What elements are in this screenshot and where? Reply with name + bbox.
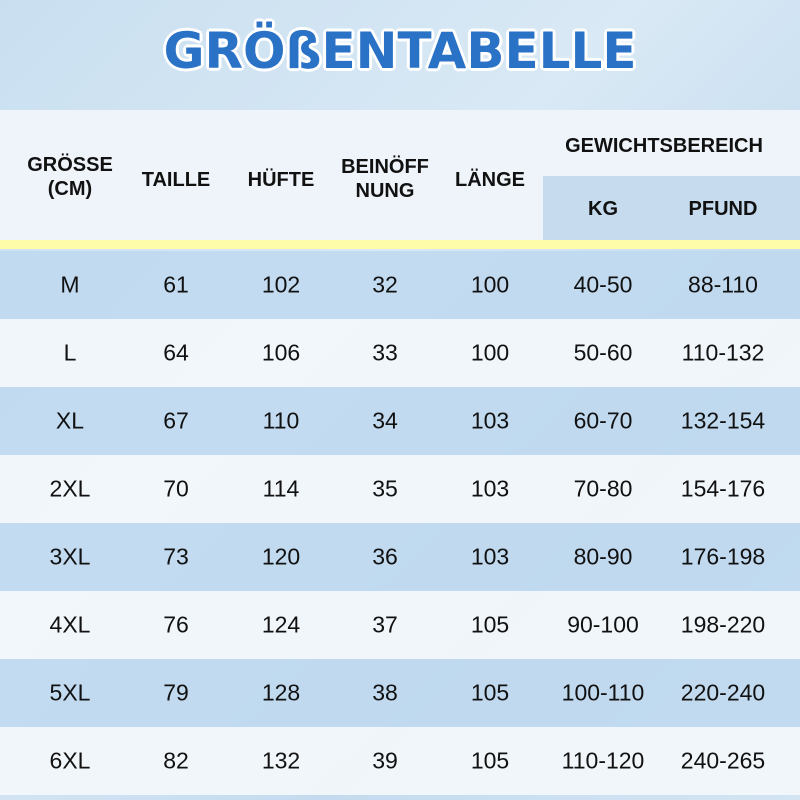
page-title: GRÖßENTABELLE: [163, 22, 637, 80]
cell-leg-opening: 37: [372, 611, 398, 638]
cell-kg: 110-120: [561, 747, 645, 774]
header-hip: HÜFTE: [247, 169, 315, 191]
table-row: L 64 106 33 100 50-60 110-132: [0, 319, 800, 387]
cell-pound: 176-198: [680, 543, 766, 570]
header-length: LÄNGE: [455, 169, 525, 191]
cell-length: 100: [470, 339, 510, 366]
cell-kg: 50-60: [573, 339, 633, 366]
table-row: 4XL 76 124 37 105 90-100 198-220: [0, 591, 800, 659]
weight-subheader-band: [543, 176, 800, 240]
cell-length: 105: [470, 747, 510, 774]
cell-length: 105: [470, 679, 510, 706]
table-row: 6XL 82 132 39 105 110-120 240-265: [0, 727, 800, 795]
cell-length: 103: [470, 407, 510, 434]
header-size-line2: (CM): [47, 178, 93, 200]
cell-waist: 70: [163, 475, 189, 502]
cell-hip: 102: [261, 271, 301, 298]
cell-length: 103: [470, 475, 510, 502]
cell-hip: 106: [261, 339, 301, 366]
cell-size: XL: [55, 407, 85, 434]
cell-hip: 120: [261, 543, 301, 570]
cell-waist: 76: [163, 611, 189, 638]
cell-size: L: [63, 339, 77, 366]
cell-size: 3XL: [49, 543, 91, 570]
header-size-line1: GRÖSSE: [27, 154, 113, 176]
cell-kg: 40-50: [573, 271, 633, 298]
table-row: XL 67 110 34 103 60-70 132-154: [0, 387, 800, 455]
cell-pound: 240-265: [680, 747, 766, 774]
cell-waist: 79: [163, 679, 189, 706]
cell-kg: 60-70: [573, 407, 633, 434]
header-leg-line2: NUNG: [355, 180, 415, 202]
cell-kg: 100-110: [561, 679, 645, 706]
header-pound: PFUND: [688, 198, 758, 220]
cell-pound: 198-220: [680, 611, 766, 638]
header-waist: TAILLE: [141, 169, 211, 191]
cell-hip: 124: [261, 611, 301, 638]
header-leg-line1: BEINÖFF: [341, 156, 429, 178]
header-size: GRÖSSE (CM): [27, 153, 113, 201]
table-row: M 61 102 32 100 40-50 88-110: [0, 251, 800, 319]
cell-leg-opening: 32: [372, 271, 398, 298]
header-kg: KG: [588, 198, 618, 220]
cell-hip: 128: [261, 679, 301, 706]
cell-hip: 110: [262, 407, 300, 434]
cell-leg-opening: 34: [372, 407, 398, 434]
header-weight-range: GEWICHTSBEREICH: [565, 135, 763, 157]
cell-kg: 80-90: [573, 543, 633, 570]
cell-pound: 220-240: [680, 679, 766, 706]
cell-leg-opening: 36: [372, 543, 398, 570]
cell-kg: 90-100: [567, 611, 639, 638]
cell-leg-opening: 35: [372, 475, 398, 502]
cell-waist: 82: [163, 747, 189, 774]
cell-kg: 70-80: [573, 475, 633, 502]
cell-size: 6XL: [49, 747, 91, 774]
cell-leg-opening: 38: [372, 679, 398, 706]
header-leg-opening: BEINÖFF NUNG: [341, 155, 429, 203]
cell-size: 2XL: [49, 475, 91, 502]
cell-pound: 88-110: [688, 271, 758, 298]
cell-pound: 132-154: [680, 407, 766, 434]
table-row: 2XL 70 114 35 103 70-80 154-176: [0, 455, 800, 523]
cell-waist: 67: [163, 407, 189, 434]
cell-hip: 114: [262, 475, 300, 502]
cell-size: 5XL: [49, 679, 91, 706]
cell-waist: 61: [163, 271, 189, 298]
cell-leg-opening: 39: [372, 747, 398, 774]
cell-length: 103: [470, 543, 510, 570]
cell-length: 105: [470, 611, 510, 638]
cell-pound: 154-176: [680, 475, 766, 502]
cell-hip: 132: [261, 747, 301, 774]
cell-size: M: [60, 271, 80, 298]
cell-waist: 73: [163, 543, 189, 570]
cell-length: 100: [470, 271, 510, 298]
cell-waist: 64: [163, 339, 189, 366]
table-row: 5XL 79 128 38 105 100-110 220-240: [0, 659, 800, 727]
table-row: 3XL 73 120 36 103 80-90 176-198: [0, 523, 800, 591]
cell-leg-opening: 33: [372, 339, 398, 366]
header-divider: [0, 240, 800, 249]
cell-pound: 110-132: [681, 339, 765, 366]
cell-size: 4XL: [49, 611, 91, 638]
